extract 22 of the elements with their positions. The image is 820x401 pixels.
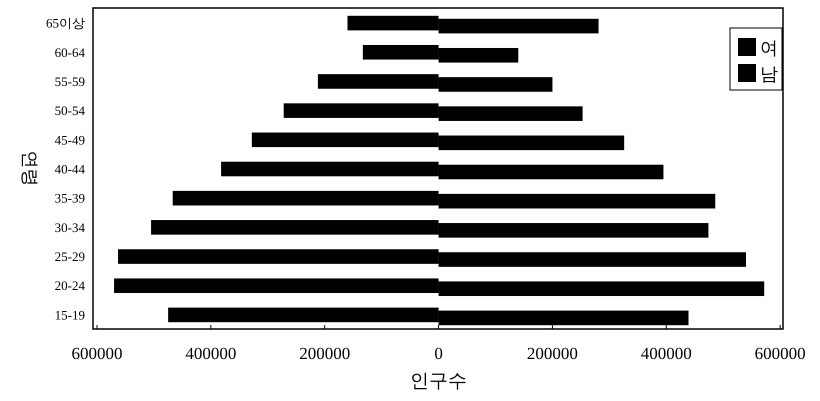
y-tick-label: 15-19 — [54, 307, 85, 322]
y-tick-label: 20-24 — [54, 278, 86, 294]
y-axis-title: 연령 — [20, 150, 40, 186]
x-tick-label: 400000 — [185, 344, 236, 363]
y-tick-label: 65이상 — [46, 16, 85, 31]
x-tick-label: 0 — [434, 344, 443, 363]
y-tick-label: 40-44 — [54, 162, 86, 176]
y-tick-label: 45-49 — [54, 132, 85, 148]
y-tick-label: 30-34 — [54, 220, 86, 235]
x-tick-label: 600000 — [754, 344, 806, 363]
y-tick-label: 25-29 — [54, 249, 85, 264]
y-tick-label: 35-39 — [54, 190, 85, 206]
x-tick-label: 200000 — [526, 344, 578, 363]
y-tick-label: 55-59 — [54, 74, 85, 89]
x-tick-label: 600000 — [71, 344, 122, 363]
y-tick-label: 60-64 — [54, 44, 86, 60]
y-tick-label: 50-54 — [54, 103, 86, 118]
x-tick-label: 400000 — [640, 344, 692, 363]
x-tick-label: 200000 — [299, 344, 350, 363]
legend-label: 남 — [760, 64, 778, 84]
x-axis-title: 인구수 — [410, 371, 468, 392]
legend-label: 여 — [760, 38, 778, 58]
